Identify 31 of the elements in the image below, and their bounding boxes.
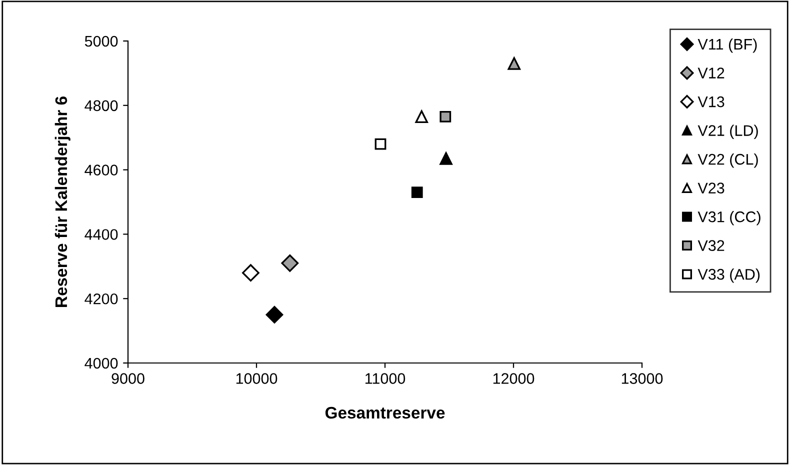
point	[440, 110, 452, 122]
point	[266, 306, 284, 324]
legend-label: V31 (CC)	[698, 211, 760, 226]
x-axis-title: Gesamtreserve	[325, 406, 445, 419]
point	[411, 186, 423, 198]
legend-label: V21 (LD)	[698, 124, 758, 139]
x-tick-label: 9000	[112, 373, 144, 384]
point	[281, 254, 299, 272]
legend-label: V33 (AD)	[698, 268, 760, 283]
x-tick-label: 11000	[365, 373, 406, 384]
legend-label: V12	[698, 68, 724, 78]
y-tick-label: 4600	[84, 164, 118, 176]
y-tick-label: 4200	[84, 293, 118, 304]
y-tick-label: 4800	[84, 100, 118, 112]
y-tick-label: 5000	[84, 36, 118, 47]
legend-label: V23	[698, 182, 724, 194]
legend-label: V13	[698, 96, 724, 108]
legend-label: V32	[698, 240, 724, 251]
y-tick-label: 4400	[84, 229, 118, 240]
point	[242, 264, 260, 282]
y-tick-label: 4000	[84, 358, 118, 369]
legend-label: V11 (BF)	[698, 38, 757, 53]
point	[374, 138, 386, 150]
point	[440, 152, 452, 165]
point	[415, 110, 428, 124]
x-tick-label: 13000	[622, 373, 663, 384]
legend-label: V22 (CL)	[698, 154, 758, 168]
x-tick-label: 12000	[493, 373, 534, 384]
point	[508, 57, 521, 70]
x-tick-label: 10000	[236, 373, 278, 384]
y-axis-title: Reserve für Kalenderjahr 6	[54, 96, 70, 307]
